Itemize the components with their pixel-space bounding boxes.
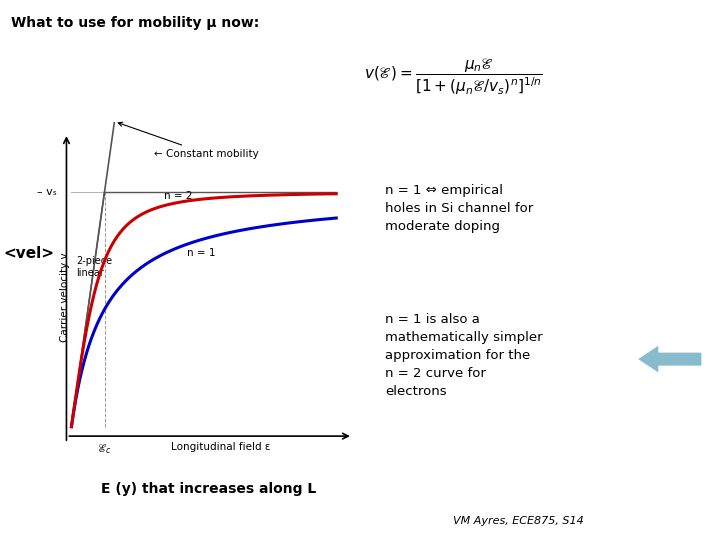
Text: – vₛ: – vₛ (37, 187, 57, 197)
Text: n = 1 ⇔ empirical
holes in Si channel for
moderate doping: n = 1 ⇔ empirical holes in Si channel fo… (385, 184, 534, 233)
Text: n = 2: n = 2 (164, 191, 193, 200)
Text: Longitudinal field ε: Longitudinal field ε (171, 442, 270, 452)
Text: $\mathscr{E}_c$: $\mathscr{E}_c$ (97, 442, 112, 456)
Text: E (y) that increases along L: E (y) that increases along L (102, 482, 316, 496)
Text: What to use for mobility μ now:: What to use for mobility μ now: (11, 16, 259, 30)
FancyArrow shape (638, 345, 702, 373)
Text: Carrier velocity v: Carrier velocity v (60, 253, 71, 342)
Text: <vel>: <vel> (4, 246, 55, 261)
Text: $v(\mathscr{E}) = \dfrac{\mu_n \mathscr{E}}{[1+(\mu_n \mathscr{E}/v_s)^n]^{1/n}}: $v(\mathscr{E}) = \dfrac{\mu_n \mathscr{… (364, 57, 543, 97)
Text: n = 1: n = 1 (187, 248, 216, 258)
Text: ← Constant mobility: ← Constant mobility (118, 122, 259, 159)
Text: VM Ayres, ECE875, S14: VM Ayres, ECE875, S14 (453, 516, 584, 526)
Text: 2-piece
linear: 2-piece linear (76, 256, 112, 278)
Text: n = 1 is also a
mathematically simpler
approximation for the
n = 2 curve for
ele: n = 1 is also a mathematically simpler a… (385, 313, 543, 398)
